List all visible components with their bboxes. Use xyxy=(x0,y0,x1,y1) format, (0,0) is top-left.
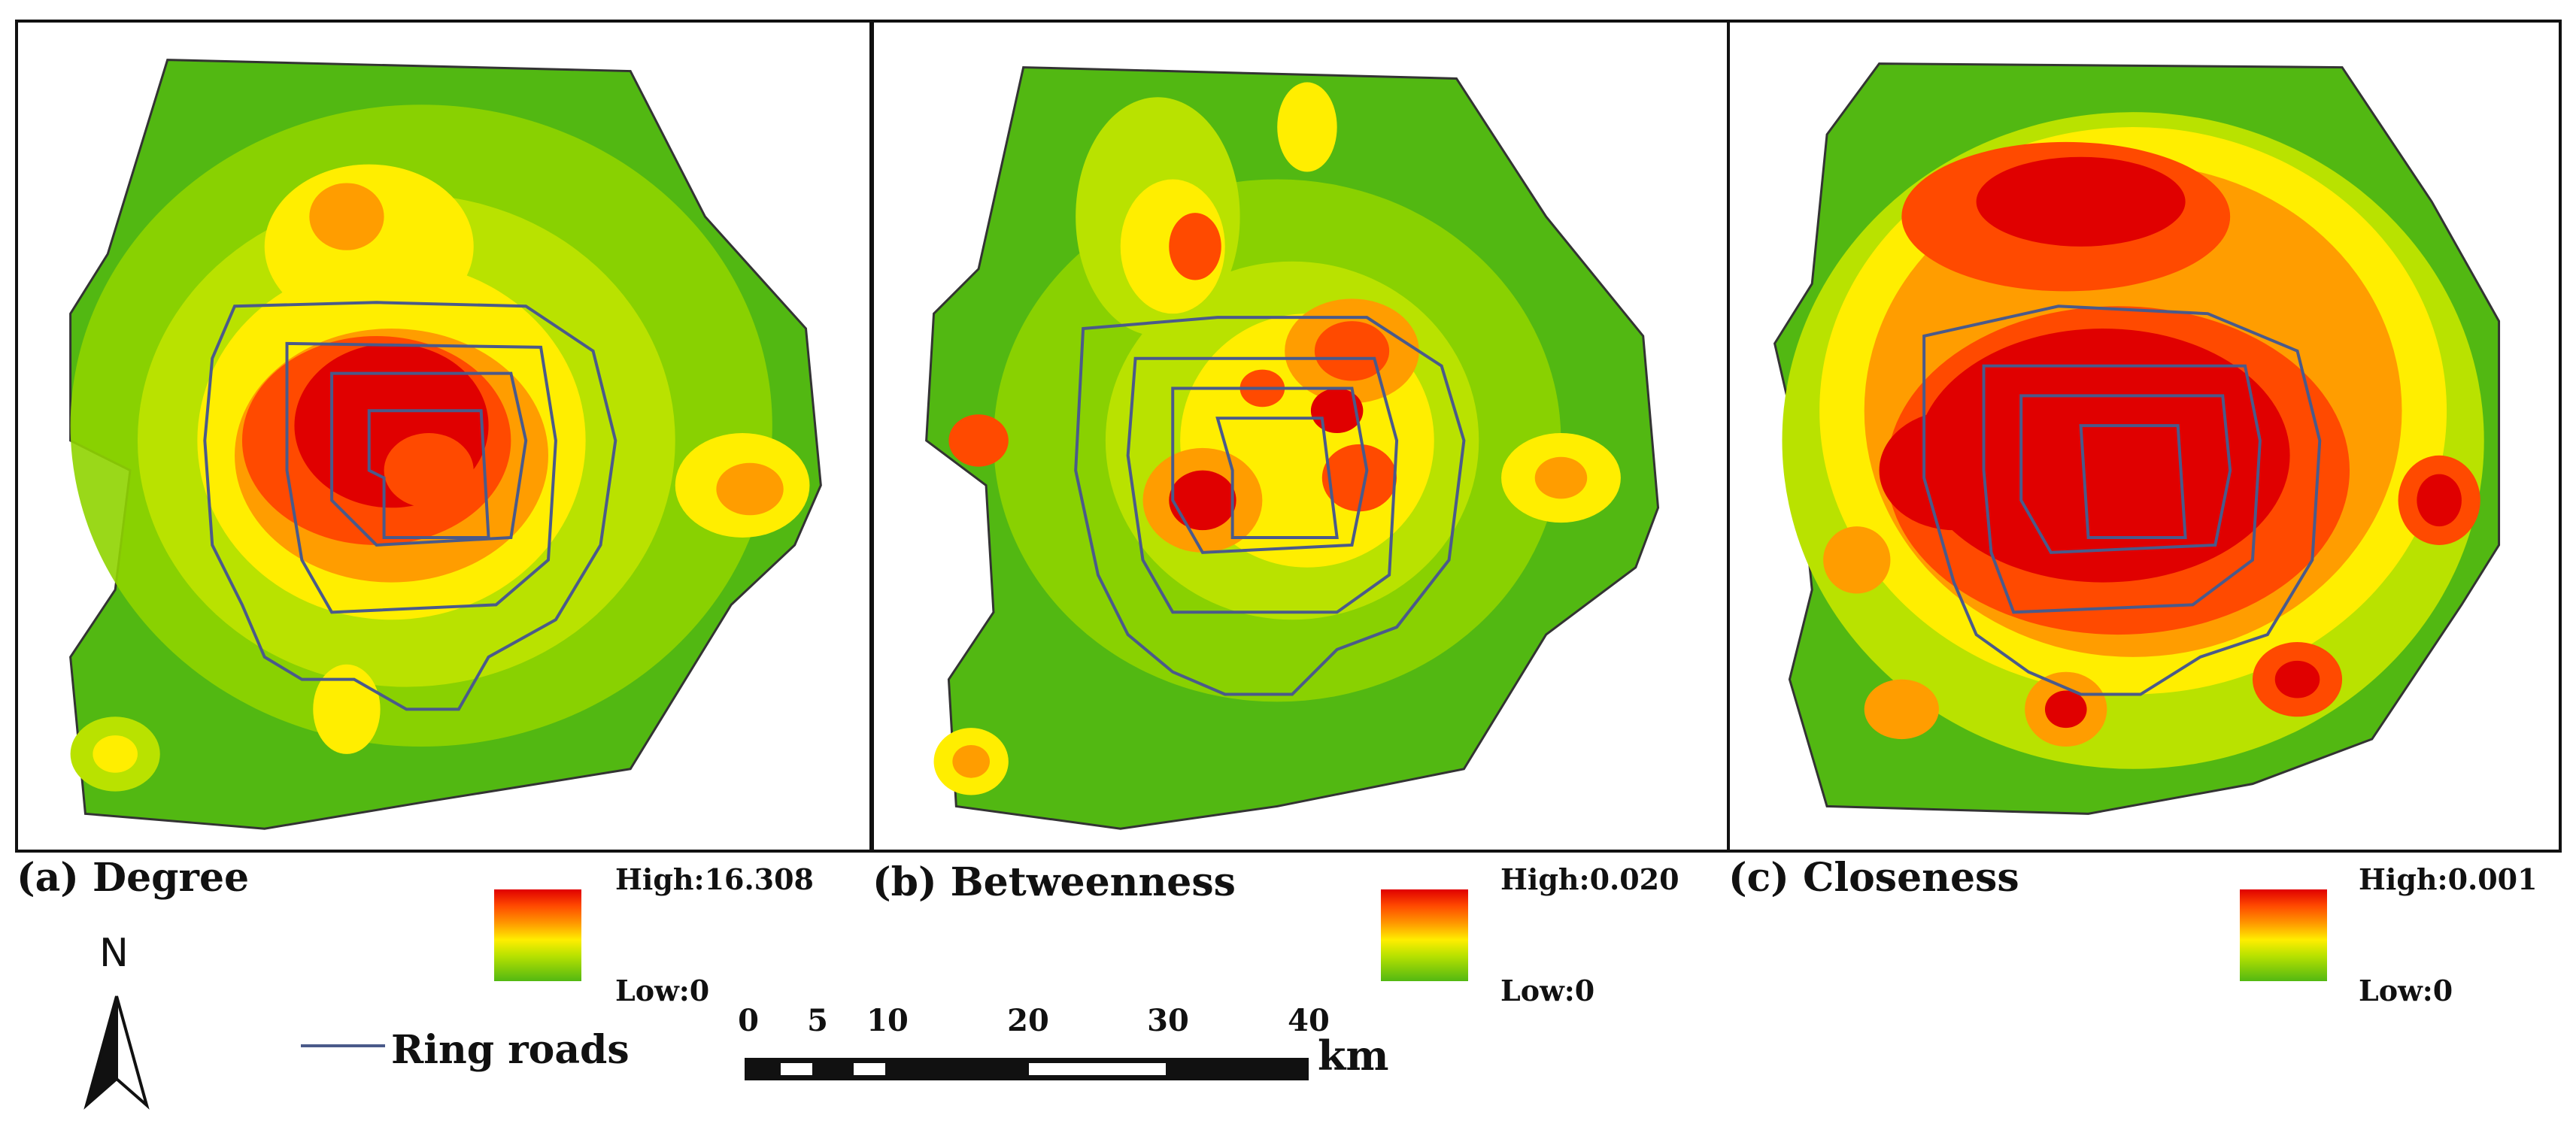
ring-roads xyxy=(203,301,617,711)
degree-map xyxy=(69,59,822,830)
legend-color-ramp-betweenness xyxy=(1381,889,1468,981)
legend-low-degree: Low:0 xyxy=(615,974,710,1007)
map-panel-degree xyxy=(15,20,872,853)
map-panel-closeness xyxy=(1727,20,2562,853)
scale-tick-30: 30 xyxy=(1147,1003,1189,1038)
scale-bar xyxy=(745,1058,1309,1080)
scale-tick-0: 0 xyxy=(738,1003,759,1038)
panel-label-betweenness: (b) Betweenness xyxy=(872,859,1236,905)
scale-unit: km xyxy=(1318,1032,1389,1080)
map-panel-betweenness xyxy=(871,20,1730,853)
legend-color-ramp-degree xyxy=(494,889,581,981)
legend-color-ramp-closeness xyxy=(2240,889,2327,981)
scale-tick-5: 5 xyxy=(807,1003,828,1038)
ring-roads-legend-label: Ring roads xyxy=(391,1027,630,1073)
panel-label-closeness: (c) Closeness xyxy=(1728,855,2019,901)
closeness-map xyxy=(1773,62,2501,815)
betweenness-map xyxy=(925,66,1660,830)
scale-tick-20: 20 xyxy=(1007,1003,1049,1038)
legend-high-betweenness: High:0.020 xyxy=(1500,862,1679,896)
legend-low-closeness: Low:0 xyxy=(2359,974,2453,1007)
legend-high-degree: High:16.308 xyxy=(615,862,814,896)
north-arrow-icon xyxy=(83,995,150,1110)
ring-roads-legend-line xyxy=(301,1044,385,1047)
scale-tick-40: 40 xyxy=(1288,1003,1330,1038)
ring-roads xyxy=(1074,316,1466,696)
north-letter: N xyxy=(99,931,129,976)
legend-high-closeness: High:0.001 xyxy=(2359,862,2538,896)
ring-roads xyxy=(1922,304,2322,696)
legend-low-betweenness: Low:0 xyxy=(1500,974,1595,1007)
scale-tick-10: 10 xyxy=(866,1003,909,1038)
panel-label-degree: (a) Degree xyxy=(17,855,250,901)
